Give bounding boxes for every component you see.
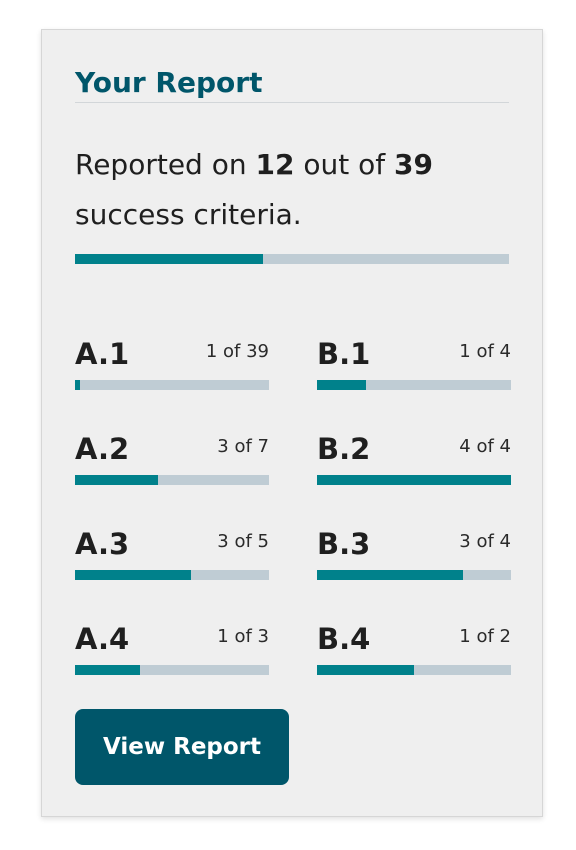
criterion-progress-fill [75, 665, 140, 675]
title-divider [75, 102, 509, 103]
report-summary: Reported on 12 out of 39 success criteria… [75, 140, 509, 240]
criterion-count: 1 of 39 [205, 341, 269, 362]
criterion-progress-fill [75, 380, 81, 390]
summary-prefix: Reported on [75, 148, 256, 181]
criterion-code: B.4 [317, 622, 371, 656]
criterion-item: A.1 1 of 39 [75, 336, 269, 396]
criterion-item: A.4 1 of 3 [75, 621, 269, 681]
criterion-code: A.4 [75, 622, 130, 656]
criterion-count: 3 of 4 [459, 531, 511, 552]
criterion-count: 4 of 4 [459, 436, 511, 457]
criterion-progress-bar [317, 475, 511, 485]
criterion-progress-bar [75, 570, 269, 580]
criterion-item: B.2 4 of 4 [317, 431, 511, 491]
criterion-code: A.1 [75, 337, 130, 371]
criterion-count: 3 of 7 [217, 436, 269, 457]
view-report-button[interactable]: View Report [75, 709, 289, 785]
criterion-progress-fill [317, 665, 414, 675]
criterion-progress-bar [75, 665, 269, 675]
criterion-progress-bar [317, 570, 511, 580]
criterion-progress-bar [75, 475, 269, 485]
card-title: Your Report [75, 66, 263, 99]
criterion-count: 3 of 5 [217, 531, 269, 552]
overall-progress-bar [75, 254, 509, 264]
summary-suffix: success criteria. [75, 198, 302, 231]
criterion-count: 1 of 4 [459, 341, 511, 362]
criterion-progress-fill [75, 475, 159, 485]
criterion-count: 1 of 3 [217, 626, 269, 647]
criterion-code: B.2 [317, 432, 371, 466]
criterion-item: B.4 1 of 2 [317, 621, 511, 681]
criterion-progress-fill [317, 380, 366, 390]
criterion-progress-bar [317, 380, 511, 390]
criterion-item: A.2 3 of 7 [75, 431, 269, 491]
criterion-progress-fill [317, 570, 463, 580]
criterion-code: B.3 [317, 527, 371, 561]
summary-middle: out of [294, 148, 395, 181]
criterion-progress-fill [75, 570, 192, 580]
criterion-progress-bar [75, 380, 269, 390]
reported-count: 12 [255, 148, 295, 181]
report-card: Your Report Reported on 12 out of 39 succ… [41, 29, 543, 817]
criterion-progress-fill [317, 475, 511, 485]
overall-progress-fill [75, 254, 264, 264]
criterion-item: B.1 1 of 4 [317, 336, 511, 396]
criterion-count: 1 of 2 [459, 626, 511, 647]
criterion-item: B.3 3 of 4 [317, 526, 511, 586]
criterion-code: B.1 [317, 337, 371, 371]
criterion-progress-bar [317, 665, 511, 675]
criterion-code: A.2 [75, 432, 130, 466]
criterion-code: A.3 [75, 527, 130, 561]
total-count: 39 [394, 148, 433, 181]
criterion-item: A.3 3 of 5 [75, 526, 269, 586]
